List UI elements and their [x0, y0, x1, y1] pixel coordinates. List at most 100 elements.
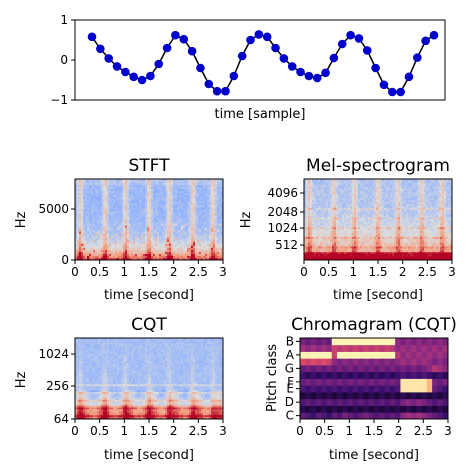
mel-x-ticks: 0 0.5 1 1.5 2 2.5 3 [300, 260, 456, 279]
mel-x-tick-label: 3 [448, 265, 456, 279]
cqt-x-tick-label: 2 [170, 424, 178, 438]
waveform-marker [162, 43, 172, 53]
mel-title: Mel-spectrogram [306, 156, 450, 176]
waveform-marker [346, 30, 355, 40]
cqt-title: CQT [131, 315, 167, 335]
chroma-heatmap [300, 338, 449, 420]
chroma-y-tick-label: D [285, 395, 294, 409]
waveform-marker [321, 68, 330, 78]
mel-ylabel: Hz [239, 212, 254, 229]
waveform-marker [379, 80, 389, 90]
cqt-x-ticks: 0 0.5 1 1.5 2 2.5 3 [71, 419, 227, 438]
stft-x-tick-label: 1.5 [139, 265, 158, 279]
waveform-marker [204, 79, 214, 89]
waveform-marker [362, 46, 372, 55]
chroma-x-tick-label: 2 [395, 424, 403, 438]
waveform-marker [154, 59, 164, 69]
mel-heatmap [304, 179, 453, 261]
cqt-x-tick-label: 0.5 [90, 424, 109, 438]
waveform-marker [104, 54, 113, 63]
cqt-xlabel: time [second] [104, 448, 194, 463]
stft-x-ticks: 0 0.5 1 1.5 2 2.5 3 [71, 260, 227, 279]
waveform-marker [296, 67, 305, 77]
waveform-y-tick-label: −1 [50, 93, 68, 107]
mel-x-tick-label: 0 [300, 265, 308, 279]
cqt-x-tick-label: 3 [219, 424, 227, 438]
chroma-xlabel: time [second] [329, 448, 419, 463]
waveform-marker [421, 36, 430, 46]
waveform-marker [254, 30, 264, 39]
mel-panel: Mel-spectrogram 4096 2048 1024 512 0 0.5 1 1.5… [239, 156, 456, 303]
waveform-marker [287, 62, 297, 71]
chroma-x-tick-label: 1.5 [364, 424, 383, 438]
cqt-y-ticks: 1024 256 64 [38, 347, 75, 426]
chroma-x-tick-label: 0 [296, 424, 304, 438]
mel-y-tick-label: 512 [275, 238, 298, 252]
cqt-y-tick-label: 256 [46, 379, 69, 393]
stft-x-tick-label: 2.5 [189, 265, 208, 279]
mel-x-tick-label: 2 [399, 265, 407, 279]
chroma-y-tick-label: E [286, 382, 294, 396]
stft-y-tick-label: 0 [61, 253, 69, 267]
cqt-x-tick-label: 2.5 [189, 424, 208, 438]
waveform-marker [279, 54, 289, 63]
chroma-ylabel: Pitch class [265, 344, 280, 412]
waveform-marker [137, 75, 147, 85]
waveform-marker [413, 53, 422, 62]
stft-x-tick-label: 1 [121, 265, 129, 279]
waveform-marker [329, 53, 339, 63]
stft-title: STFT [128, 156, 170, 176]
waveform-marker [312, 73, 322, 83]
waveform-y-tick-label: 0 [60, 53, 68, 67]
chroma-x-tick-label: 3 [444, 424, 452, 438]
cqt-panel: CQT 1024 256 64 0 0.5 1 1.5 2 2.5 3 Hz time [sec… [14, 315, 227, 463]
waveform-marker [337, 39, 347, 49]
waveform-xlabel: time [sample] [215, 107, 306, 122]
waveform-marker [262, 32, 272, 42]
waveform-marker [271, 43, 280, 53]
cqt-y-tick-label: 64 [54, 412, 69, 426]
waveform-marker [171, 30, 180, 40]
chroma-x-ticks: 0 0.5 1 1.5 2 2.5 3 [296, 419, 452, 438]
waveform-marker [246, 35, 255, 45]
chroma-y-tick-label: G [285, 361, 294, 375]
waveform-marker [396, 87, 405, 97]
cqt-ylabel: Hz [14, 372, 29, 389]
stft-x-tick-label: 2 [170, 265, 178, 279]
chroma-y-tick-label: C [286, 409, 294, 423]
chroma-x-tick-label: 2.5 [414, 424, 433, 438]
mel-y-tick-label: 1024 [267, 221, 298, 235]
waveform-marker [304, 71, 314, 81]
waveform-marker [404, 72, 414, 82]
waveform-marker [96, 44, 105, 54]
cqt-x-tick-label: 1.5 [139, 424, 158, 438]
stft-x-tick-label: 3 [219, 265, 227, 279]
waveform-panel: 1 0 −1 time [sample] [50, 13, 446, 122]
waveform-y-tick-label: 1 [60, 13, 68, 27]
mel-y-ticks: 4096 2048 1024 512 [267, 186, 304, 252]
waveform-marker [354, 34, 364, 43]
cqt-x-tick-label: 1 [121, 424, 129, 438]
mel-x-tick-label: 1.5 [368, 265, 387, 279]
mel-y-tick-label: 2048 [267, 205, 298, 219]
cqt-x-tick-label: 0 [71, 424, 79, 438]
stft-xlabel: time [second] [104, 288, 194, 303]
waveform-marker [112, 62, 122, 71]
stft-y-ticks: 0 5000 [38, 202, 75, 267]
stft-heatmap [75, 179, 224, 261]
cqt-y-tick-label: 1024 [38, 347, 69, 361]
cqt-heatmap [75, 338, 224, 420]
waveform-marker [237, 51, 247, 61]
waveform-marker [121, 67, 130, 77]
chroma-y-tick-label: F [287, 375, 294, 389]
chroma-y-tick-label: A [286, 348, 295, 362]
waveform-marker [146, 71, 155, 81]
waveform-marker [196, 63, 205, 73]
waveform-marker [229, 71, 239, 81]
stft-panel: STFT 0 5000 0 0.5 1 1.5 2 2.5 3 Hz time [second… [14, 156, 227, 303]
chroma-y-tick-label: B [286, 334, 294, 348]
mel-x-tick-label: 2.5 [418, 265, 437, 279]
